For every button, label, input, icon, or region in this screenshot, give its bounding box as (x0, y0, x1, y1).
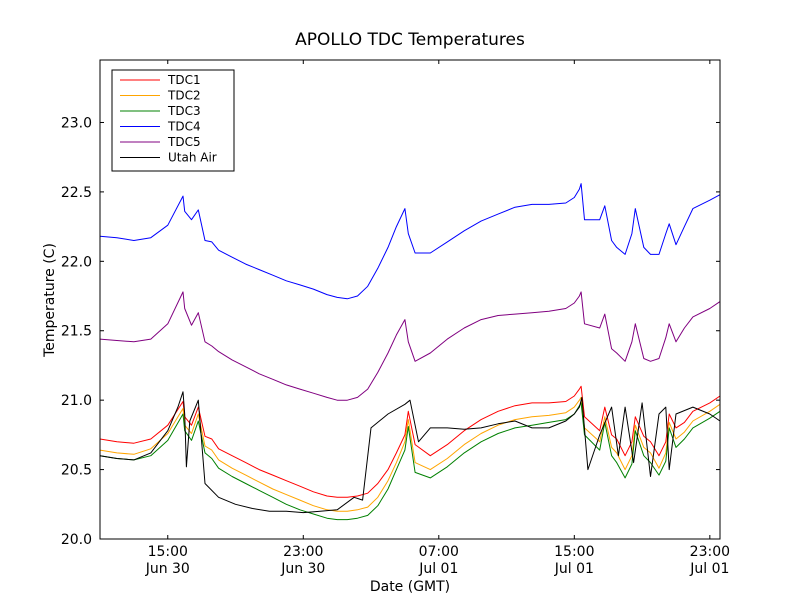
y-tick-label: 21.5 (61, 324, 92, 340)
x-tick-label-date: Jun 30 (280, 561, 325, 577)
series-line-1 (99, 396, 721, 512)
plot-frame (99, 59, 721, 540)
series-line-5 (99, 391, 721, 514)
chart-title: APOLLO TDC Temperatures (295, 30, 525, 50)
x-tick-label-time: 07:00 (419, 544, 459, 560)
legend-label: TDC2 (167, 89, 201, 103)
x-tick-label-time: 23:00 (283, 544, 323, 560)
y-tick-label: 20.0 (61, 532, 92, 548)
x-tick-label-time: 15:00 (148, 544, 188, 560)
x-tick-label-date: Jul 01 (554, 561, 594, 577)
legend-label: TDC4 (167, 120, 201, 134)
x-tick-label-time: 15:00 (554, 544, 594, 560)
x-tick-label-time: 23:00 (690, 544, 730, 560)
y-tick-label: 23.0 (61, 115, 92, 131)
x-tick-label-date: Jul 01 (689, 561, 729, 577)
series-line-0 (99, 385, 721, 498)
series-line-2 (99, 402, 721, 521)
series-line-4 (99, 291, 721, 401)
legend-label: TDC5 (167, 135, 201, 149)
y-tick-label: 22.0 (61, 254, 92, 270)
legend-box (111, 69, 235, 172)
legend-label: TDC1 (167, 73, 201, 87)
legend-label: Utah Air (168, 151, 217, 165)
y-tick-label: 21.0 (61, 393, 92, 409)
series-layer (99, 183, 721, 521)
series-line-3 (99, 183, 721, 300)
y-tick-label: 20.5 (61, 463, 92, 479)
y-tick-label: 22.5 (61, 185, 92, 201)
x-tick-label-date: Jun 30 (145, 561, 190, 577)
x-axis-label: Date (GMT) (370, 579, 450, 595)
y-axis-label: Temperature (C) (42, 243, 58, 358)
x-tick-label-date: Jul 01 (418, 561, 458, 577)
legend-label: TDC3 (167, 104, 201, 118)
